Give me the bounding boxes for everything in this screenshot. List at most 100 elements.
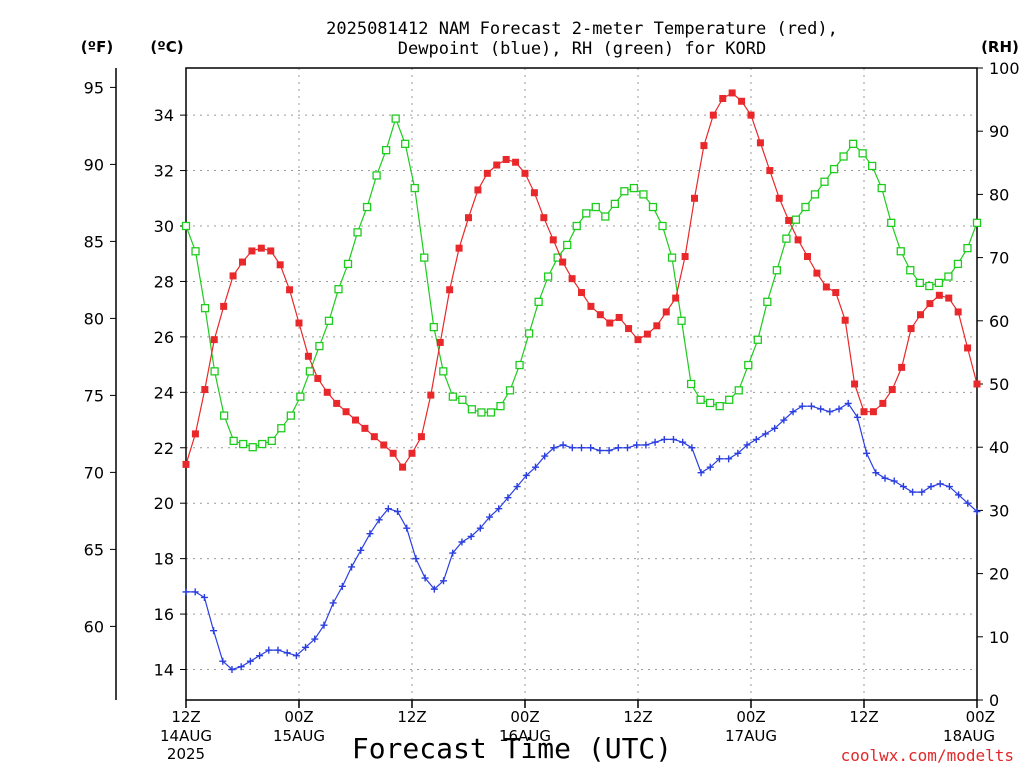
dewpoint-point (835, 405, 843, 413)
rh-series (181, 114, 982, 452)
dewpoint-point (734, 449, 742, 457)
time-tick-label: 12Z (171, 708, 200, 726)
dewpoint-point (403, 524, 411, 532)
rh-point (677, 316, 686, 325)
dewpoint-point (495, 505, 503, 513)
dewpoint-point (688, 444, 696, 452)
rh-point (782, 234, 791, 243)
temperature-point (813, 269, 821, 277)
temperature-point (323, 388, 331, 396)
fahrenheit-tick-label: 85 (84, 232, 104, 251)
rh-point (582, 209, 591, 218)
temperature-point (587, 302, 595, 310)
rh-point (296, 392, 305, 401)
dewpoint-point (219, 657, 227, 665)
temperature-point (436, 338, 444, 346)
rh-point (524, 329, 534, 338)
rh-point (381, 146, 391, 155)
temperature-point (596, 311, 604, 319)
temperature-point (191, 430, 199, 438)
temperature-point (210, 336, 218, 344)
rh-tick-label: 90 (989, 122, 1009, 141)
dewpoint-point (348, 563, 356, 571)
rh-point (324, 316, 334, 325)
temperature-point (747, 111, 755, 119)
dewpoint-point (320, 621, 328, 629)
rh-point (534, 297, 543, 306)
rh-point (820, 177, 829, 186)
rh-point (925, 281, 934, 291)
dewpoint-point (384, 505, 392, 513)
dewpoint-point (761, 430, 769, 438)
dewpoint-point (421, 574, 429, 582)
dewpoint-point (697, 469, 705, 477)
rh-point (791, 215, 801, 224)
time-tick-label: 00Z (736, 708, 765, 726)
rh-tick-label: 100 (989, 59, 1020, 78)
rh-point (420, 253, 429, 262)
celsius-tick-label: 34 (154, 106, 174, 125)
temperature-point (926, 300, 934, 308)
rh-point (753, 335, 762, 344)
rh-tick-label: 0 (989, 691, 999, 710)
rh-point (906, 266, 915, 275)
rh-point (887, 218, 896, 227)
rh-point (496, 401, 505, 411)
dewpoint-point (844, 399, 852, 407)
dewpoint-point (623, 444, 631, 452)
temperature-point (295, 319, 303, 327)
dewpoint-point (283, 649, 291, 657)
celsius-tick-label: 14 (154, 661, 174, 680)
time-tick-date: 14AUG (160, 727, 212, 745)
temperature-point (756, 139, 764, 147)
temperature-point (220, 302, 228, 310)
celsius-tick-label: 26 (154, 328, 174, 347)
temperature-point (493, 161, 501, 169)
rh-tick-label: 10 (989, 628, 1009, 647)
temperature-point (352, 416, 359, 424)
temperature-point (314, 374, 322, 382)
temperature-point (540, 214, 548, 222)
rh-point (210, 367, 219, 376)
rh-point (515, 360, 524, 370)
temperature-point (530, 189, 538, 197)
rh-point (467, 405, 477, 414)
rh-point (277, 424, 286, 433)
dewpoint-point (614, 444, 622, 452)
rh-axis: 0 10 20 30 40 50 60 70 80 90 100 (977, 59, 1020, 710)
rh-point (410, 183, 419, 193)
dewpoint-point (246, 657, 254, 665)
temperature-point (804, 252, 811, 260)
temperature-point (465, 214, 472, 222)
rh-point (286, 411, 295, 420)
celsius-tick-label: 30 (154, 217, 174, 236)
temperature-point (935, 291, 943, 299)
dewpoint-point (642, 441, 650, 449)
rh-point (372, 171, 381, 180)
dewpoint-point (458, 538, 466, 546)
temperature-point (248, 247, 256, 255)
dewpoint-point (936, 480, 944, 488)
temperature-point (380, 441, 388, 449)
dewpoint-point (771, 424, 779, 432)
dewpoint-point (807, 402, 815, 410)
rh-point (477, 408, 486, 417)
temperature-point (229, 272, 237, 280)
temperature-point (267, 247, 275, 255)
rh-point (858, 149, 867, 158)
dewpoint-point (752, 435, 760, 443)
rh-point (315, 341, 324, 351)
rh-point (953, 259, 963, 269)
rh-point (629, 183, 639, 193)
fahrenheit-tick-label: 95 (84, 78, 104, 97)
dewpoint-point (237, 663, 245, 671)
temperature-point (606, 319, 614, 327)
rh-point (200, 304, 210, 313)
dewpoint-point (899, 483, 907, 491)
rh-point (181, 221, 191, 231)
temperature-point (832, 289, 840, 297)
dewpoint-point (605, 447, 613, 455)
temperature-point (653, 322, 661, 330)
dewpoint-point (826, 408, 834, 416)
time-tick-label: 00Z (284, 708, 313, 726)
